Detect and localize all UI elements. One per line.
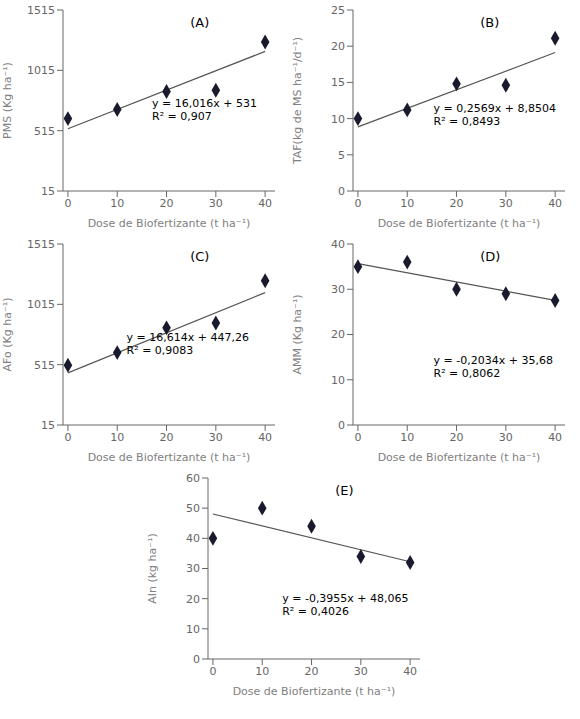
html-text:(C): (C) (190, 249, 210, 265)
svg-text:0: 0 (338, 185, 345, 198)
svg-text:10: 10 (255, 665, 269, 678)
svg-text:50: 50 (186, 502, 200, 515)
svg-text:TAF(kg de MS ha⁻¹/d⁻¹): TAF(kg de MS ha⁻¹/d⁻¹) (291, 37, 304, 165)
svg-text:30: 30 (186, 562, 200, 575)
svg-text:0: 0 (193, 653, 200, 666)
svg-text:40: 40 (548, 431, 562, 444)
svg-text:20: 20 (331, 40, 345, 53)
svg-text:20: 20 (331, 328, 345, 341)
svg-text:PMS (Kg ha⁻¹): PMS (Kg ha⁻¹) (8, 62, 14, 139)
svg-text:Dose de Biofertizante (t ha⁻¹): Dose de Biofertizante (t ha⁻¹) (233, 685, 396, 698)
svg-text:10: 10 (110, 431, 124, 444)
svg-text:AIn (kg ha⁻¹): AIn (kg ha⁻¹) (146, 533, 159, 604)
svg-text:25: 25 (331, 4, 345, 17)
svg-text:40: 40 (258, 197, 272, 210)
svg-text:5: 5 (338, 149, 345, 162)
html-text:y = 0,2569x + 8,8504: y = 0,2569x + 8,8504 (433, 102, 556, 115)
svg-text:20: 20 (305, 665, 319, 678)
svg-text:10: 10 (400, 431, 414, 444)
svg-text:20: 20 (160, 431, 174, 444)
svg-text:10: 10 (331, 374, 345, 387)
svg-text:30: 30 (499, 431, 513, 444)
svg-text:AMM (Kg ha⁻¹): AMM (Kg ha⁻¹) (291, 294, 304, 374)
svg-text:30: 30 (499, 197, 513, 210)
svg-text:0: 0 (354, 431, 361, 444)
svg-text:30: 30 (354, 665, 368, 678)
html-text:y = 16,016x + 531: y = 16,016x + 531 (152, 96, 257, 110)
svg-text:AFo (Kg ha⁻¹): AFo (Kg ha⁻¹) (8, 298, 14, 372)
svg-text:10: 10 (331, 113, 345, 126)
svg-text:0: 0 (338, 419, 345, 432)
svg-text:1015: 1015 (27, 64, 55, 77)
html-text:(B): (B) (480, 15, 500, 31)
svg-text:20: 20 (160, 197, 174, 210)
svg-text:1015: 1015 (27, 298, 55, 311)
html-text:R² = 0,4026: R² = 0,4026 (282, 604, 349, 618)
svg-text:40: 40 (548, 197, 562, 210)
html-text:R² = 0,907: R² = 0,907 (152, 109, 212, 123)
svg-text:20: 20 (450, 197, 464, 210)
html-text:y = 16,614x + 447,26: y = 16,614x + 447,26 (126, 330, 249, 344)
svg-text:10: 10 (400, 197, 414, 210)
svg-text:0: 0 (354, 197, 361, 210)
svg-text:20: 20 (186, 593, 200, 606)
svg-text:Dose de Biofertizante (t ha⁻¹): Dose de Biofertizante (t ha⁻¹) (378, 217, 541, 230)
html-text:R² = 0,8062: R² = 0,8062 (433, 367, 501, 381)
svg-text:15: 15 (41, 185, 55, 198)
svg-text:10: 10 (110, 197, 124, 210)
html-text:y = -0,3955x + 48,065: y = -0,3955x + 48,065 (282, 591, 409, 605)
svg-text:515: 515 (34, 359, 55, 372)
svg-text:15: 15 (331, 76, 345, 89)
svg-text:30: 30 (209, 431, 223, 444)
svg-text:40: 40 (258, 431, 272, 444)
svg-text:30: 30 (209, 197, 223, 210)
html-text:(E): (E) (335, 483, 354, 499)
svg-text:15: 15 (41, 419, 55, 432)
svg-text:0: 0 (209, 665, 216, 678)
svg-text:40: 40 (331, 238, 345, 251)
svg-text:20: 20 (450, 431, 464, 444)
svg-text:1515: 1515 (27, 4, 55, 17)
svg-text:Dose de Biofertizante (t ha⁻¹): Dose de Biofertizante (t ha⁻¹) (88, 217, 251, 230)
html-text:(D): (D) (480, 249, 501, 265)
svg-text:1515: 1515 (27, 238, 55, 251)
html-text:(A): (A) (190, 15, 210, 31)
svg-text:30: 30 (331, 283, 345, 296)
svg-text:40: 40 (403, 665, 417, 678)
svg-text:10: 10 (186, 623, 200, 636)
svg-text:60: 60 (186, 472, 200, 485)
html-text:R² = 0,9083: R² = 0,9083 (126, 343, 194, 357)
svg-text:0: 0 (64, 197, 71, 210)
svg-text:Dose de Biofertizante (t ha⁻¹): Dose de Biofertizante (t ha⁻¹) (88, 451, 251, 464)
svg-text:Dose de Biofertizante (t ha⁻¹): Dose de Biofertizante (t ha⁻¹) (378, 451, 541, 464)
html-text:R² = 0,8493: R² = 0,8493 (433, 115, 501, 128)
svg-text:515: 515 (34, 125, 55, 138)
svg-text:40: 40 (186, 532, 200, 545)
svg-text:0: 0 (64, 431, 71, 444)
html-text:y = -0,2034x + 35,68: y = -0,2034x + 35,68 (433, 354, 553, 368)
